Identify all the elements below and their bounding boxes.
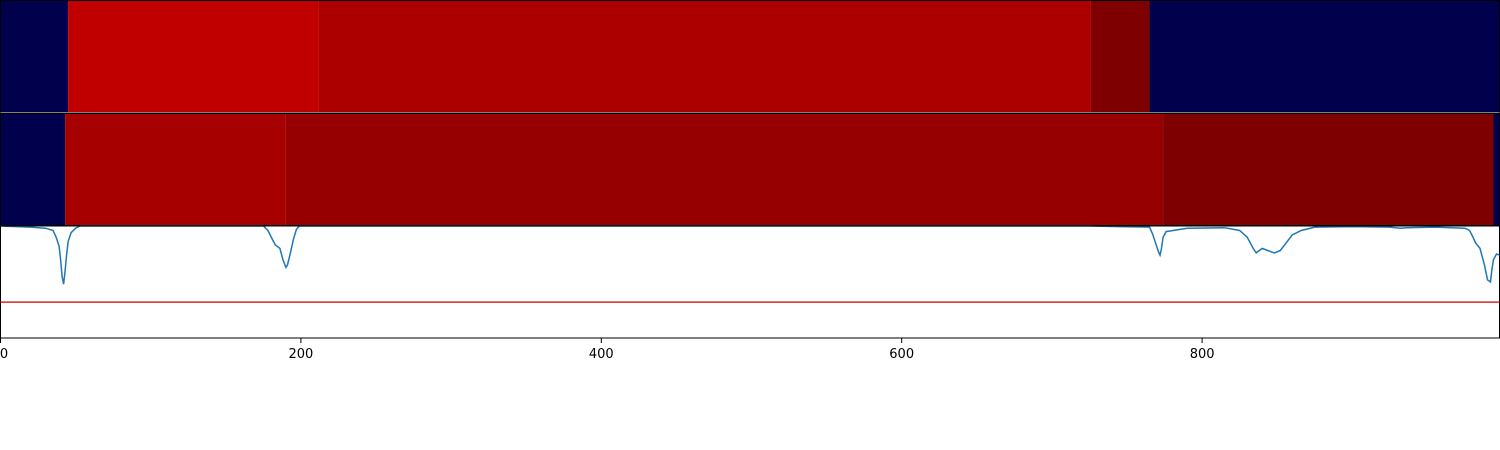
track-2-segment-5 xyxy=(1493,113,1500,226)
track-2-segment-4 xyxy=(1163,113,1494,226)
track-2-segment-2 xyxy=(65,113,286,226)
track-1-segment-2 xyxy=(68,0,319,113)
x-tick-label: 0 xyxy=(0,347,8,362)
x-axis: 0 200 400 600 800 xyxy=(0,338,1215,362)
signal-panel-frame xyxy=(0,225,1500,339)
track-1-segment-4 xyxy=(1090,0,1150,113)
x-tick-label: 200 xyxy=(288,347,313,362)
x-tick-label: 800 xyxy=(1190,347,1215,362)
track-1-segment-3 xyxy=(318,0,1091,113)
x-tick-label: 400 xyxy=(589,347,614,362)
track-2-segment-3 xyxy=(285,113,1164,226)
track-1-segment-1 xyxy=(0,0,69,113)
signal-panel xyxy=(0,225,1500,339)
x-tick-label: 600 xyxy=(889,347,914,362)
signal-line xyxy=(0,225,1500,285)
track-1-segment-5 xyxy=(1149,0,1500,113)
track-2-segment-1 xyxy=(0,113,66,226)
heatmap-tracks xyxy=(0,0,1500,226)
